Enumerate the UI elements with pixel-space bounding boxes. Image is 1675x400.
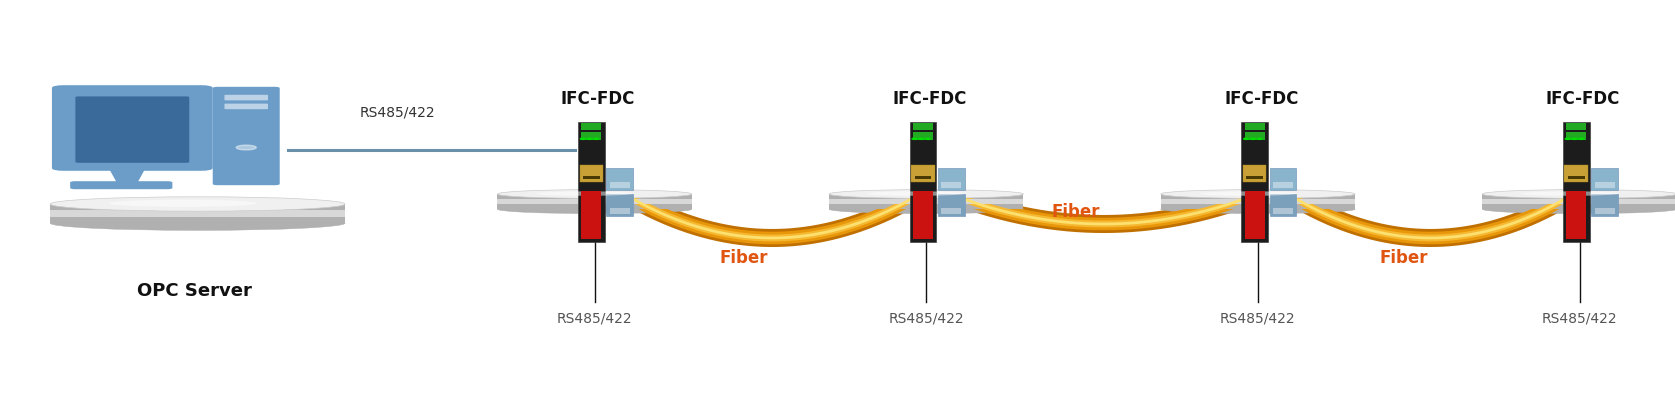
Bar xyxy=(913,132,933,140)
Circle shape xyxy=(1578,138,1585,140)
Circle shape xyxy=(586,138,593,140)
Bar xyxy=(581,132,601,140)
Text: IFC-FDC: IFC-FDC xyxy=(1546,90,1620,108)
Bar xyxy=(913,123,933,130)
Polygon shape xyxy=(1161,194,1355,209)
FancyBboxPatch shape xyxy=(224,104,268,109)
Ellipse shape xyxy=(1482,190,1675,198)
Polygon shape xyxy=(50,204,345,223)
FancyBboxPatch shape xyxy=(70,181,173,189)
Text: RS485/422: RS485/422 xyxy=(358,106,436,120)
Bar xyxy=(1245,132,1265,140)
Bar xyxy=(1245,123,1265,130)
Circle shape xyxy=(911,138,918,140)
Bar xyxy=(941,208,961,214)
Text: IFC-FDC: IFC-FDC xyxy=(1224,90,1298,108)
Bar xyxy=(911,165,935,182)
Ellipse shape xyxy=(1199,191,1296,196)
FancyBboxPatch shape xyxy=(224,95,268,100)
Circle shape xyxy=(236,145,256,150)
Ellipse shape xyxy=(497,190,692,198)
Polygon shape xyxy=(109,168,146,183)
Ellipse shape xyxy=(50,216,345,230)
Text: Fiber: Fiber xyxy=(1380,249,1427,267)
Ellipse shape xyxy=(109,200,256,207)
Polygon shape xyxy=(497,194,692,209)
Ellipse shape xyxy=(868,191,965,196)
Bar xyxy=(1245,191,1265,239)
Bar xyxy=(1566,123,1586,130)
Polygon shape xyxy=(1482,199,1675,204)
Bar xyxy=(1273,208,1293,214)
Bar xyxy=(915,176,931,179)
Circle shape xyxy=(593,138,600,140)
Bar xyxy=(1595,208,1615,214)
Polygon shape xyxy=(1482,194,1675,209)
Ellipse shape xyxy=(829,190,1023,198)
Ellipse shape xyxy=(829,205,1023,214)
Circle shape xyxy=(920,138,925,140)
Text: RS485/422: RS485/422 xyxy=(556,312,633,326)
FancyBboxPatch shape xyxy=(75,96,189,163)
Polygon shape xyxy=(1161,199,1355,204)
Ellipse shape xyxy=(50,197,345,211)
Ellipse shape xyxy=(1482,205,1675,214)
FancyBboxPatch shape xyxy=(213,87,280,185)
Text: RS485/422: RS485/422 xyxy=(1541,312,1618,326)
Polygon shape xyxy=(497,199,692,204)
Bar xyxy=(610,208,630,214)
Bar xyxy=(1241,122,1268,242)
Bar xyxy=(1591,168,1618,190)
Polygon shape xyxy=(829,199,1023,204)
Bar xyxy=(1564,165,1588,182)
Bar xyxy=(610,182,630,188)
Bar xyxy=(910,122,936,242)
Bar xyxy=(1273,182,1293,188)
Bar xyxy=(1566,132,1586,140)
Polygon shape xyxy=(50,210,345,217)
FancyBboxPatch shape xyxy=(52,85,213,171)
Bar xyxy=(913,191,933,239)
Circle shape xyxy=(1256,138,1263,140)
Ellipse shape xyxy=(1161,190,1355,198)
Bar xyxy=(581,123,601,130)
Circle shape xyxy=(580,138,586,140)
Bar xyxy=(1243,165,1266,182)
Bar xyxy=(580,165,603,182)
Ellipse shape xyxy=(1161,205,1355,214)
Circle shape xyxy=(1566,138,1571,140)
Bar xyxy=(1246,176,1263,179)
Ellipse shape xyxy=(536,191,633,196)
Bar xyxy=(1591,194,1618,216)
Text: Fiber: Fiber xyxy=(1052,203,1099,221)
Bar xyxy=(583,176,600,179)
Bar xyxy=(1566,191,1586,239)
Bar xyxy=(1270,168,1296,190)
Bar xyxy=(1563,122,1590,242)
Circle shape xyxy=(1243,138,1250,140)
Text: RS485/422: RS485/422 xyxy=(1219,312,1296,326)
Text: Fiber: Fiber xyxy=(720,249,767,267)
Bar xyxy=(1568,176,1585,179)
Bar xyxy=(578,122,605,242)
Bar xyxy=(941,182,961,188)
Bar xyxy=(1270,194,1296,216)
Text: OPC Server: OPC Server xyxy=(137,282,251,300)
Ellipse shape xyxy=(497,205,692,214)
Bar xyxy=(938,194,965,216)
Text: RS485/422: RS485/422 xyxy=(888,312,965,326)
Circle shape xyxy=(1571,138,1578,140)
Text: IFC-FDC: IFC-FDC xyxy=(893,90,966,108)
Circle shape xyxy=(925,138,931,140)
Circle shape xyxy=(1250,138,1256,140)
Text: IFC-FDC: IFC-FDC xyxy=(561,90,635,108)
Bar xyxy=(1595,182,1615,188)
Bar xyxy=(606,168,633,190)
Ellipse shape xyxy=(1521,191,1618,196)
Polygon shape xyxy=(829,194,1023,209)
Bar xyxy=(581,191,601,239)
Bar xyxy=(606,194,633,216)
Bar xyxy=(938,168,965,190)
